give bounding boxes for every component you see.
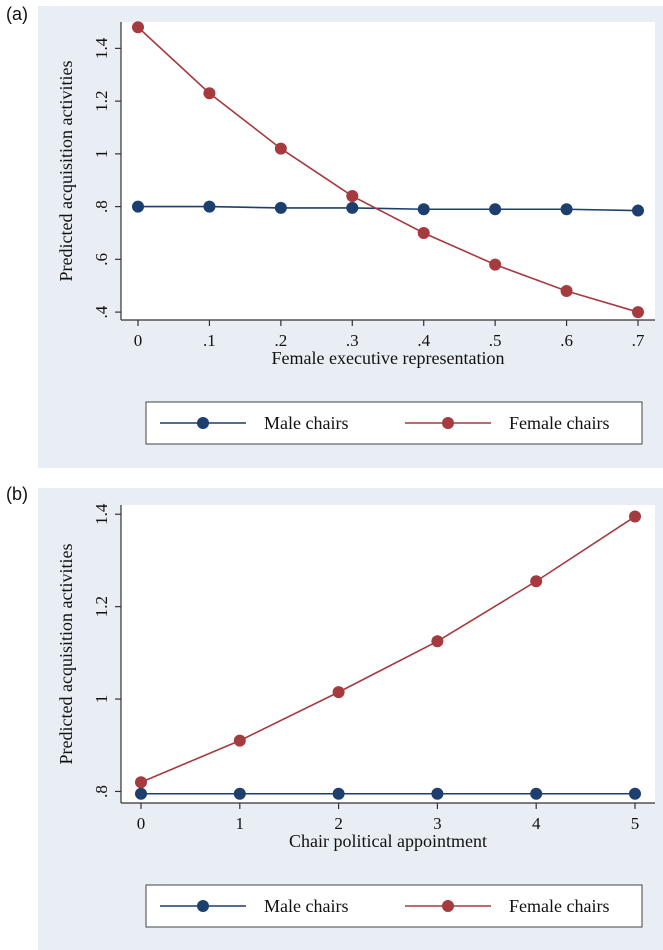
data-point-male-chairs [489,203,502,216]
x-tick-label: 0 [137,814,146,833]
data-point-male-chairs [135,787,147,800]
data-point-male-chairs [346,201,359,214]
x-tick-label: .3 [346,331,359,350]
x-tick-label: 4 [532,814,541,833]
panel-label-a: (a) [6,4,28,24]
legend-label-female-chairs: Female chairs [509,413,609,433]
legend-label-female-chairs: Female chairs [509,896,609,916]
data-point-female-chairs [629,510,641,523]
data-point-female-chairs [346,190,359,203]
data-point-female-chairs [332,686,345,699]
x-tick-label: .5 [489,331,502,350]
data-point-male-chairs [332,787,345,800]
data-point-female-chairs [135,776,147,789]
legend-marker-female-chairs [442,417,454,429]
legend-marker-female-chairs [442,900,454,912]
x-tick-label: .7 [632,331,645,350]
y-tick-label: 1.4 [92,503,111,525]
y-tick-label: 1.2 [92,90,111,111]
legend-marker-male-chairs [197,900,209,912]
x-tick-label: .4 [417,331,430,350]
y-tick-label: 1.4 [92,37,111,59]
y-tick-label: .8 [92,785,111,798]
y-axis-title: Predicted acquisition activities [56,61,76,282]
data-point-female-chairs [530,575,543,588]
data-point-male-chairs [632,204,644,217]
y-axis-title: Predicted acquisition activities [56,544,76,765]
x-axis-title: Female executive representation [272,348,505,368]
data-point-male-chairs [417,203,430,216]
x-tick-label: .2 [274,331,287,350]
data-point-female-chairs [132,21,144,34]
data-point-male-chairs [203,200,216,213]
data-point-female-chairs [560,284,573,297]
chart-panel-b: .8 1 1.2 1.4 0 1 2 3 4 5 Chair political appointme… [38,488,663,950]
x-tick-label: 5 [631,814,640,833]
y-tick-label: .4 [92,305,111,318]
panel-label-b: (b) [6,484,28,504]
legend-marker-male-chairs [197,417,209,429]
y-tick-label: 1 [92,150,111,159]
chart-panel-a: .4 .6 .8 1 1.2 1.4 0 .1 .2 .3 .4 .5 .6 .7 Female execu… [38,6,663,468]
data-point-female-chairs [489,258,502,271]
legend-label-male-chairs: Male chairs [264,896,348,916]
plot-area [121,505,655,803]
data-point-male-chairs [530,787,543,800]
x-tick-label: 1 [236,814,245,833]
data-point-female-chairs [431,635,444,648]
series-line-male-chairs [138,205,639,212]
y-tick-label: .8 [92,200,111,213]
series-line-female-chairs [137,26,639,313]
x-tick-label: 2 [334,814,343,833]
x-tick-label: .6 [560,331,573,350]
data-point-male-chairs [629,787,641,800]
data-point-male-chairs [233,787,246,800]
x-tick-label: .1 [203,331,216,350]
data-point-female-chairs [632,306,644,319]
y-tick-label: 1 [92,695,111,704]
x-tick-label: 3 [433,814,442,833]
series-line-female-chairs [140,515,636,783]
x-axis-title: Chair political appointment [289,831,487,851]
data-point-female-chairs [233,734,246,747]
data-point-female-chairs [203,87,216,100]
data-point-male-chairs [431,787,444,800]
data-point-male-chairs [132,200,144,213]
data-point-male-chairs [274,201,287,214]
y-tick-label: 1.2 [92,596,111,617]
y-tick-label: .6 [92,253,111,266]
data-point-female-chairs [274,142,287,155]
data-point-female-chairs [417,226,430,239]
legend-label-male-chairs: Male chairs [264,413,348,433]
x-tick-label: 0 [134,331,143,350]
plot-area [121,22,655,320]
data-point-male-chairs [560,203,573,216]
